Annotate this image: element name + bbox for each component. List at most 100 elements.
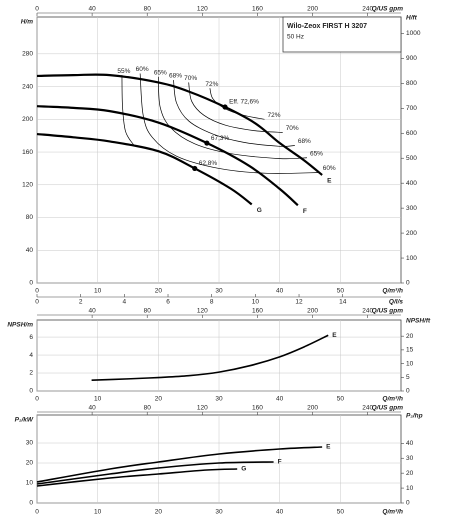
x3-tick-label: 12 (295, 299, 303, 306)
y2-tick-label: 30 (406, 455, 414, 462)
pump-curve (36, 461, 274, 485)
y-tick-label: 6 (29, 334, 33, 341)
y2-axis-label: H/ft (406, 15, 418, 22)
efficiency-curve (188, 82, 283, 133)
x2-tick-label: 80 (144, 308, 152, 315)
curve-label: F (278, 459, 282, 466)
y-axis-label: P₂/kW (15, 417, 34, 424)
bep-label: Eff. 72,6% (229, 99, 259, 106)
x2-tick-label: 200 (307, 405, 318, 412)
efficiency-label: 70% (184, 75, 197, 82)
x-axis-label: Q/m³/h (382, 288, 403, 295)
bep-label: 62,8% (199, 160, 218, 167)
x2-tick-label: 0 (35, 6, 39, 13)
y2-tick-label: 400 (406, 180, 417, 187)
y2-tick-label: 40 (406, 440, 414, 447)
efficiency-label: 70% (286, 125, 299, 132)
x2-tick-label: 40 (88, 308, 96, 315)
y2-tick-label: 300 (406, 205, 417, 212)
bep-label: 67,3% (211, 135, 230, 142)
y2-tick-label: 600 (406, 130, 417, 137)
bep-point (204, 140, 210, 146)
x-tick-label: 10 (94, 396, 102, 403)
efficiency-curve (139, 73, 320, 174)
chart-title: Wilo-Zeox FIRST H 3207 (287, 23, 367, 30)
x-tick-label: 40 (276, 288, 284, 295)
x2-tick-label: 120 (197, 405, 208, 412)
x-tick-label: 30 (215, 396, 223, 403)
y-tick-label: 20 (26, 460, 34, 467)
efficiency-curve (173, 79, 295, 147)
y2-tick-label: 900 (406, 55, 417, 62)
y-axis-label: H/m (21, 19, 34, 26)
x2-tick-label: 240 (362, 6, 373, 13)
y2-tick-label: 10 (406, 485, 414, 492)
x2-tick-label: 160 (252, 405, 263, 412)
x2-axis-label: Q/US gpm (372, 405, 404, 412)
x2-tick-label: 120 (197, 6, 208, 13)
x3-tick-label: 0 (35, 299, 39, 306)
pump-curve (36, 132, 253, 206)
bep-point (192, 165, 198, 172)
x3-axis-label: Q/l/s (389, 299, 403, 306)
x3-tick-label: 4 (123, 299, 127, 306)
y-tick-label: 2 (29, 370, 33, 377)
y-tick-label: 200 (22, 116, 33, 123)
efficiency-label: 68% (169, 73, 182, 80)
x3-tick-label: 2 (79, 299, 83, 306)
y2-tick-label: 200 (406, 230, 417, 237)
x-tick-label: 40 (276, 396, 284, 403)
x-axis-label: Q/m³/h (382, 509, 403, 516)
curve-label: E (326, 444, 331, 451)
y2-tick-label: 100 (406, 255, 417, 262)
x-tick-label: 0 (35, 396, 39, 403)
x2-tick-label: 240 (362, 308, 373, 315)
x-tick-label: 0 (35, 288, 39, 295)
efficiency-label: 72% (268, 112, 281, 119)
y-tick-label: 0 (29, 500, 33, 507)
x2-tick-label: 40 (88, 405, 96, 412)
pump-curve (36, 446, 323, 483)
efficiency-label: 60% (136, 66, 149, 73)
x2-tick-label: 160 (252, 6, 263, 13)
efficiency-label: 68% (298, 138, 311, 145)
y2-tick-label: 700 (406, 105, 417, 112)
y-tick-label: 30 (26, 440, 34, 447)
y-axis-label: NPSH/m (7, 322, 33, 329)
curve-label: E (332, 332, 337, 339)
y-tick-label: 240 (22, 83, 33, 90)
y2-tick-label: 0 (406, 388, 410, 395)
x-axis-label: Q/m³/h (382, 396, 403, 403)
pump-curve (91, 334, 329, 382)
y2-tick-label: 500 (406, 155, 417, 162)
y2-tick-label: 20 (406, 470, 414, 477)
y-tick-label: 0 (29, 388, 33, 395)
x2-tick-label: 240 (362, 405, 373, 412)
y2-tick-label: 800 (406, 80, 417, 87)
y2-tick-label: 15 (406, 347, 414, 354)
x-tick-label: 20 (155, 288, 163, 295)
efficiency-label: 55% (117, 68, 130, 75)
x2-tick-label: 40 (88, 6, 96, 13)
x-tick-label: 10 (94, 509, 102, 516)
y2-tick-label: 20 (406, 333, 414, 340)
x-tick-label: 40 (276, 509, 284, 516)
x3-tick-label: 10 (252, 299, 260, 306)
y-tick-label: 160 (22, 149, 33, 156)
efficiency-curve (157, 76, 307, 160)
y-tick-label: 40 (26, 247, 34, 254)
x-tick-label: 0 (35, 509, 39, 516)
x2-tick-label: 120 (197, 308, 208, 315)
efficiency-label: 60% (323, 165, 336, 172)
pump-curve (36, 73, 323, 176)
y2-tick-label: 0 (406, 280, 410, 287)
x2-axis-label: Q/US gpm (372, 308, 404, 315)
y-tick-label: 0 (29, 280, 33, 287)
y2-tick-label: 1000 (406, 30, 421, 37)
x2-tick-label: 160 (252, 308, 263, 315)
y-tick-label: 280 (22, 51, 33, 58)
curve-label: E (327, 178, 332, 185)
efficiency-curve (121, 75, 135, 146)
x2-axis-label: Q/US gpm (372, 6, 404, 13)
